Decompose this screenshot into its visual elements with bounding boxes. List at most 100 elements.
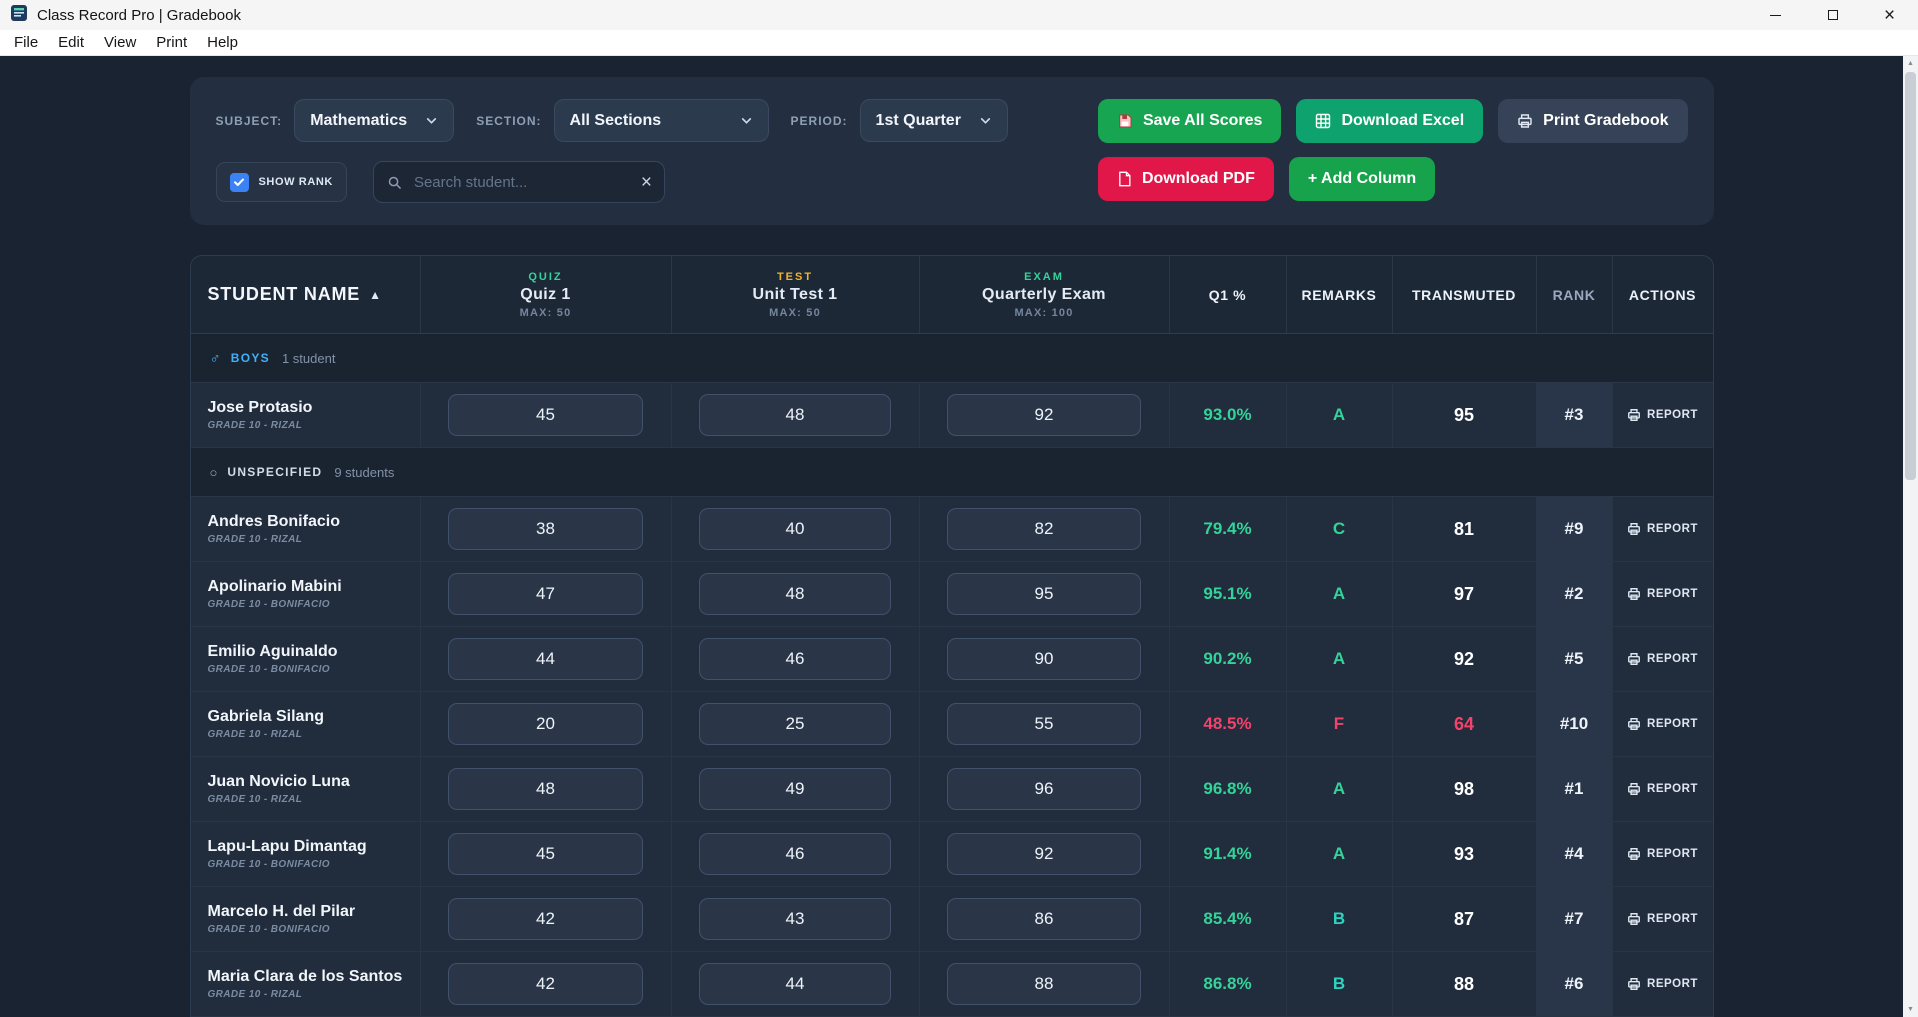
score-input[interactable]: 49 — [698, 768, 892, 810]
download-pdf-button[interactable]: Download PDF — [1097, 157, 1274, 201]
score-input[interactable]: 55 — [946, 703, 1142, 745]
scrollbar-thumb[interactable] — [1905, 72, 1916, 480]
student-grade: GRADE 10 - RIZAL — [207, 794, 303, 805]
menu-help[interactable]: Help — [207, 34, 238, 51]
score-input[interactable]: 20 — [448, 703, 643, 745]
report-label: REPORT — [1647, 718, 1698, 730]
score-input[interactable]: 48 — [698, 394, 892, 436]
scroll-down-icon[interactable]: ▼ — [1907, 1006, 1914, 1013]
score-cell: 55 — [920, 692, 1170, 756]
score-input[interactable]: 47 — [448, 573, 643, 615]
show-rank-toggle[interactable]: SHOW RANK — [215, 162, 347, 202]
percent-cell: 86.8% — [1170, 952, 1287, 1016]
student-name-cell: Juan Novicio Luna GRADE 10 - RIZAL — [191, 757, 421, 821]
download-excel-button[interactable]: Download Excel — [1296, 99, 1484, 143]
score-input[interactable]: 88 — [946, 963, 1142, 1005]
score-cell: 49 — [672, 757, 920, 821]
column-header-student-name[interactable]: STUDENT NAME ▲ — [191, 256, 421, 333]
score-input[interactable]: 86 — [946, 898, 1142, 940]
scroll-up-icon[interactable]: ▲ — [1907, 60, 1914, 67]
rank-value: #4 — [1564, 844, 1584, 863]
menu-view[interactable]: View — [104, 34, 137, 51]
remark-value: C — [1332, 519, 1346, 538]
download-excel-label: Download Excel — [1341, 112, 1465, 129]
score-input[interactable]: 45 — [448, 394, 643, 436]
save-all-scores-button[interactable]: Save All Scores — [1097, 99, 1282, 143]
window-title: Class Record Pro | Gradebook — [37, 6, 241, 24]
score-input[interactable]: 48 — [698, 573, 892, 615]
transmuted-value: 98 — [1453, 778, 1475, 799]
remark-value: A — [1332, 844, 1346, 863]
score-input[interactable]: 82 — [946, 508, 1142, 550]
column-header-transmuted: TRANSMUTED — [1393, 256, 1537, 333]
score-input[interactable]: 42 — [448, 898, 643, 940]
search-icon — [387, 175, 402, 190]
score-input[interactable]: 44 — [448, 638, 643, 680]
percent-value: 93.0% — [1203, 405, 1252, 424]
subject-dropdown[interactable]: Mathematics — [294, 99, 455, 142]
score-input[interactable]: 46 — [698, 638, 892, 680]
menu-print[interactable]: Print — [156, 34, 188, 51]
score-input[interactable]: 38 — [448, 508, 643, 550]
actions-cell: REPORT — [1613, 627, 1713, 691]
score-input[interactable]: 43 — [698, 898, 892, 940]
menu-file[interactable]: File — [14, 34, 39, 51]
report-button[interactable]: REPORT — [1627, 522, 1698, 536]
student-row: Lapu-Lapu Dimantag GRADE 10 - BONIFACIO 45… — [190, 822, 1713, 887]
close-button[interactable]: × — [1861, 0, 1918, 30]
report-button[interactable]: REPORT — [1627, 587, 1698, 601]
vertical-scrollbar[interactable]: ▲ ▼ — [1903, 56, 1918, 1017]
report-button[interactable]: REPORT — [1627, 847, 1698, 861]
table-body: ♂ BOYS 1 student Jose Protasio GRADE 10 - RI… — [190, 334, 1713, 1017]
report-button[interactable]: REPORT — [1627, 408, 1698, 422]
student-name-cell: Andres Bonifacio GRADE 10 - RIZAL — [191, 497, 421, 561]
period-dropdown[interactable]: 1st Quarter — [859, 99, 1008, 142]
score-cell: 48 — [421, 757, 672, 821]
actions-cell: REPORT — [1613, 887, 1713, 951]
menu-edit[interactable]: Edit — [58, 34, 85, 51]
score-input[interactable]: 42 — [448, 963, 643, 1005]
score-input[interactable]: 92 — [946, 833, 1142, 875]
group-header-unspecified[interactable]: ○ UNSPECIFIED 9 students — [190, 448, 1713, 497]
score-input[interactable]: 96 — [946, 768, 1142, 810]
document-icon — [1119, 171, 1131, 187]
subject-value: Mathematics — [310, 111, 408, 129]
score-input[interactable]: 92 — [946, 394, 1142, 436]
minimize-icon — [1770, 14, 1781, 16]
score-input[interactable]: 48 — [448, 768, 643, 810]
group-header-boys[interactable]: ♂ BOYS 1 student — [190, 334, 1713, 383]
minimize-button[interactable] — [1747, 0, 1804, 30]
percent-cell: 95.1% — [1170, 562, 1287, 626]
score-input[interactable]: 45 — [448, 833, 643, 875]
score-input[interactable]: 40 — [698, 508, 892, 550]
score-input[interactable]: 46 — [698, 833, 892, 875]
student-name-cell: Marcelo H. del Pilar GRADE 10 - BONIFACIO — [191, 887, 421, 951]
subject-label: SUBJECT: — [215, 113, 283, 128]
score-input[interactable]: 25 — [698, 703, 892, 745]
score-cell: 48 — [672, 562, 920, 626]
transmuted-cell: 87 — [1393, 887, 1537, 951]
score-input[interactable]: 90 — [946, 638, 1142, 680]
checkbox-checked-icon[interactable] — [229, 172, 249, 192]
report-button[interactable]: REPORT — [1627, 717, 1698, 731]
section-dropdown[interactable]: All Sections — [553, 99, 769, 142]
score-input[interactable]: 95 — [946, 573, 1142, 615]
percent-cell: 85.4% — [1170, 887, 1287, 951]
report-button[interactable]: REPORT — [1627, 652, 1698, 666]
report-label: REPORT — [1647, 978, 1698, 990]
report-button[interactable]: REPORT — [1627, 782, 1698, 796]
report-button[interactable]: REPORT — [1627, 912, 1698, 926]
section-value: All Sections — [569, 111, 662, 129]
score-cell: 92 — [920, 822, 1170, 886]
score-cell: 48 — [672, 383, 920, 447]
search-input[interactable] — [373, 173, 664, 191]
maximize-button[interactable] — [1804, 0, 1861, 30]
clear-search-icon[interactable]: × — [640, 171, 652, 193]
print-gradebook-button[interactable]: Print Gradebook — [1498, 99, 1688, 143]
actions-cell: REPORT — [1613, 757, 1713, 821]
score-input[interactable]: 44 — [698, 963, 892, 1005]
report-button[interactable]: REPORT — [1627, 977, 1698, 991]
score-cell: 44 — [672, 952, 920, 1016]
student-name-cell: Maria Clara de los Santos GRADE 10 - RIZA… — [191, 952, 421, 1016]
add-column-button[interactable]: + Add Column — [1288, 157, 1436, 201]
